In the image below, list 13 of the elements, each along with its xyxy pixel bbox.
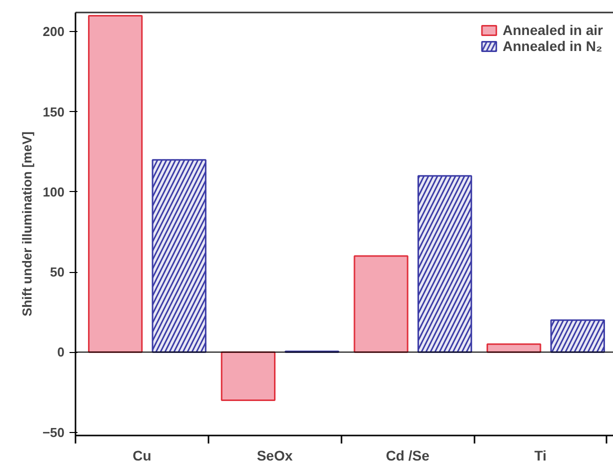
- x-tick-label: SeOx: [256, 448, 293, 464]
- x-tick-label: Ti: [534, 448, 547, 464]
- y-axis-title: Shift under illumination [meV]: [19, 132, 34, 316]
- y-tick-label: 150: [42, 104, 65, 120]
- y-tick-label: 200: [42, 24, 65, 40]
- y-tick-label: −50: [42, 424, 65, 440]
- legend-label: Annealed in N₂: [502, 38, 602, 54]
- y-tick-label: 0: [57, 344, 65, 360]
- y-tick-label: 100: [42, 184, 65, 200]
- y-tick-label: 50: [50, 264, 65, 280]
- x-tick-label: Cu: [132, 448, 152, 464]
- x-tick-label: Cd /Se: [386, 448, 430, 464]
- legend-label: Annealed in air: [502, 22, 603, 38]
